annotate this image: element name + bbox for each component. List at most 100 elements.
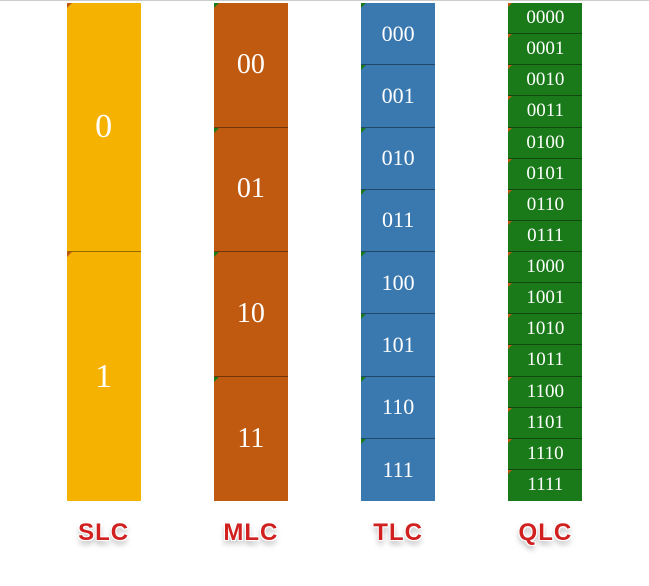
cell-qlc-3: 0011 [508, 96, 582, 127]
cell-corner [508, 128, 512, 132]
cell-corner [508, 314, 512, 318]
cell-tlc-1: 001 [361, 65, 435, 127]
cell-value: 0110 [527, 194, 564, 216]
cell-value: 000 [382, 21, 415, 47]
cell-value: 011 [382, 207, 414, 233]
cell-slc-0: 0 [67, 3, 141, 252]
cell-qlc-2: 0010 [508, 65, 582, 96]
cell-corner [508, 190, 512, 194]
cell-qlc-9: 1001 [508, 283, 582, 314]
cell-value: 0001 [526, 38, 564, 60]
cell-corner [361, 190, 366, 195]
cell-corner [508, 221, 512, 225]
cell-value: 1000 [526, 256, 564, 278]
cell-corner [508, 96, 512, 100]
cell-qlc-8: 1000 [508, 252, 582, 283]
cell-value: 0011 [527, 100, 564, 122]
cell-value: 1 [95, 358, 112, 396]
cell-corner [508, 377, 512, 381]
cell-value: 11 [237, 423, 264, 455]
cell-corner [508, 65, 512, 69]
cell-corner [361, 377, 366, 382]
cell-qlc-13: 1101 [508, 408, 582, 439]
cell-mlc-2: 10 [214, 252, 288, 377]
cell-corner [361, 252, 366, 257]
cell-qlc-15: 1111 [508, 470, 582, 501]
cell-qlc-11: 1011 [508, 345, 582, 376]
cell-mlc-1: 01 [214, 128, 288, 253]
cell-value: 0010 [526, 69, 564, 91]
cell-value: 111 [382, 457, 413, 483]
cell-value: 1010 [526, 318, 564, 340]
column-label-slc: SLC [78, 519, 129, 547]
cell-corner [508, 283, 512, 287]
cell-value: 0 [95, 108, 112, 146]
cell-corner [508, 34, 512, 38]
column-label-mlc: MLC [223, 519, 278, 547]
cell-value: 0101 [526, 163, 564, 185]
cell-mlc-3: 11 [214, 377, 288, 502]
cell-corner [67, 252, 72, 257]
cell-corner [214, 3, 219, 8]
stack-tlc: 000 001 010 011 100 101 110 111 [361, 3, 435, 501]
cell-tlc-4: 100 [361, 252, 435, 314]
cell-mlc-0: 00 [214, 3, 288, 128]
stack-qlc: 0000 0001 0010 0011 0100 0101 0110 0111 1000 1001… [508, 3, 582, 501]
cell-value: 001 [382, 83, 415, 109]
stack-slc: 01 [67, 3, 141, 501]
cell-corner [214, 128, 219, 133]
cell-qlc-10: 1010 [508, 314, 582, 345]
cell-value: 1111 [527, 474, 563, 496]
cell-qlc-0: 0000 [508, 3, 582, 34]
cell-value: 1101 [527, 412, 564, 434]
cell-corner [508, 252, 512, 256]
cell-qlc-5: 0101 [508, 159, 582, 190]
column-qlc: 0000 0001 0010 0011 0100 0101 0110 0111 1000 1001… [508, 3, 582, 547]
cell-corner [214, 377, 219, 382]
cell-corner [508, 470, 512, 474]
column-mlc: 00 01 10 11 MLC [214, 3, 288, 547]
flash-cell-diagram: 01SLC00011011MLC000001010011100101110111… [0, 1, 649, 547]
cell-tlc-7: 111 [361, 439, 435, 501]
cell-tlc-2: 010 [361, 128, 435, 190]
cell-qlc-4: 0100 [508, 128, 582, 159]
cell-corner [508, 3, 512, 7]
cell-value: 110 [382, 394, 414, 420]
cell-corner [361, 439, 366, 444]
column-label-qlc: QLC [519, 519, 573, 547]
cell-value: 01 [237, 173, 265, 205]
cell-value: 101 [382, 332, 415, 358]
cell-corner [67, 3, 72, 8]
column-label-tlc: TLC [373, 519, 423, 547]
cell-corner [214, 252, 219, 257]
cell-corner [508, 408, 512, 412]
cell-corner [508, 439, 512, 443]
cell-value: 1011 [527, 349, 564, 371]
cell-slc-1: 1 [67, 252, 141, 501]
cell-value: 0100 [526, 132, 564, 154]
cell-corner [361, 3, 366, 8]
cell-tlc-0: 000 [361, 3, 435, 65]
cell-corner [361, 128, 366, 133]
cell-value: 00 [237, 49, 265, 81]
cell-qlc-14: 1110 [508, 439, 582, 470]
cell-value: 100 [382, 270, 415, 296]
cell-qlc-6: 0110 [508, 190, 582, 221]
cell-tlc-6: 110 [361, 377, 435, 439]
cell-tlc-5: 101 [361, 314, 435, 376]
cell-corner [508, 159, 512, 163]
cell-value: 010 [382, 145, 415, 171]
cell-corner [361, 65, 366, 70]
stack-mlc: 00 01 10 11 [214, 3, 288, 501]
cell-value: 0111 [527, 225, 564, 247]
column-slc: 01SLC [67, 3, 141, 547]
cell-qlc-1: 0001 [508, 34, 582, 65]
cell-value: 1110 [527, 443, 564, 465]
cell-corner [361, 314, 366, 319]
column-tlc: 000 001 010 011 100 101 110 111 TLC [361, 3, 435, 547]
cell-value: 0000 [526, 7, 564, 29]
cell-corner [508, 345, 512, 349]
cell-qlc-12: 1100 [508, 377, 582, 408]
cell-value: 1001 [526, 287, 564, 309]
cell-tlc-3: 011 [361, 190, 435, 252]
